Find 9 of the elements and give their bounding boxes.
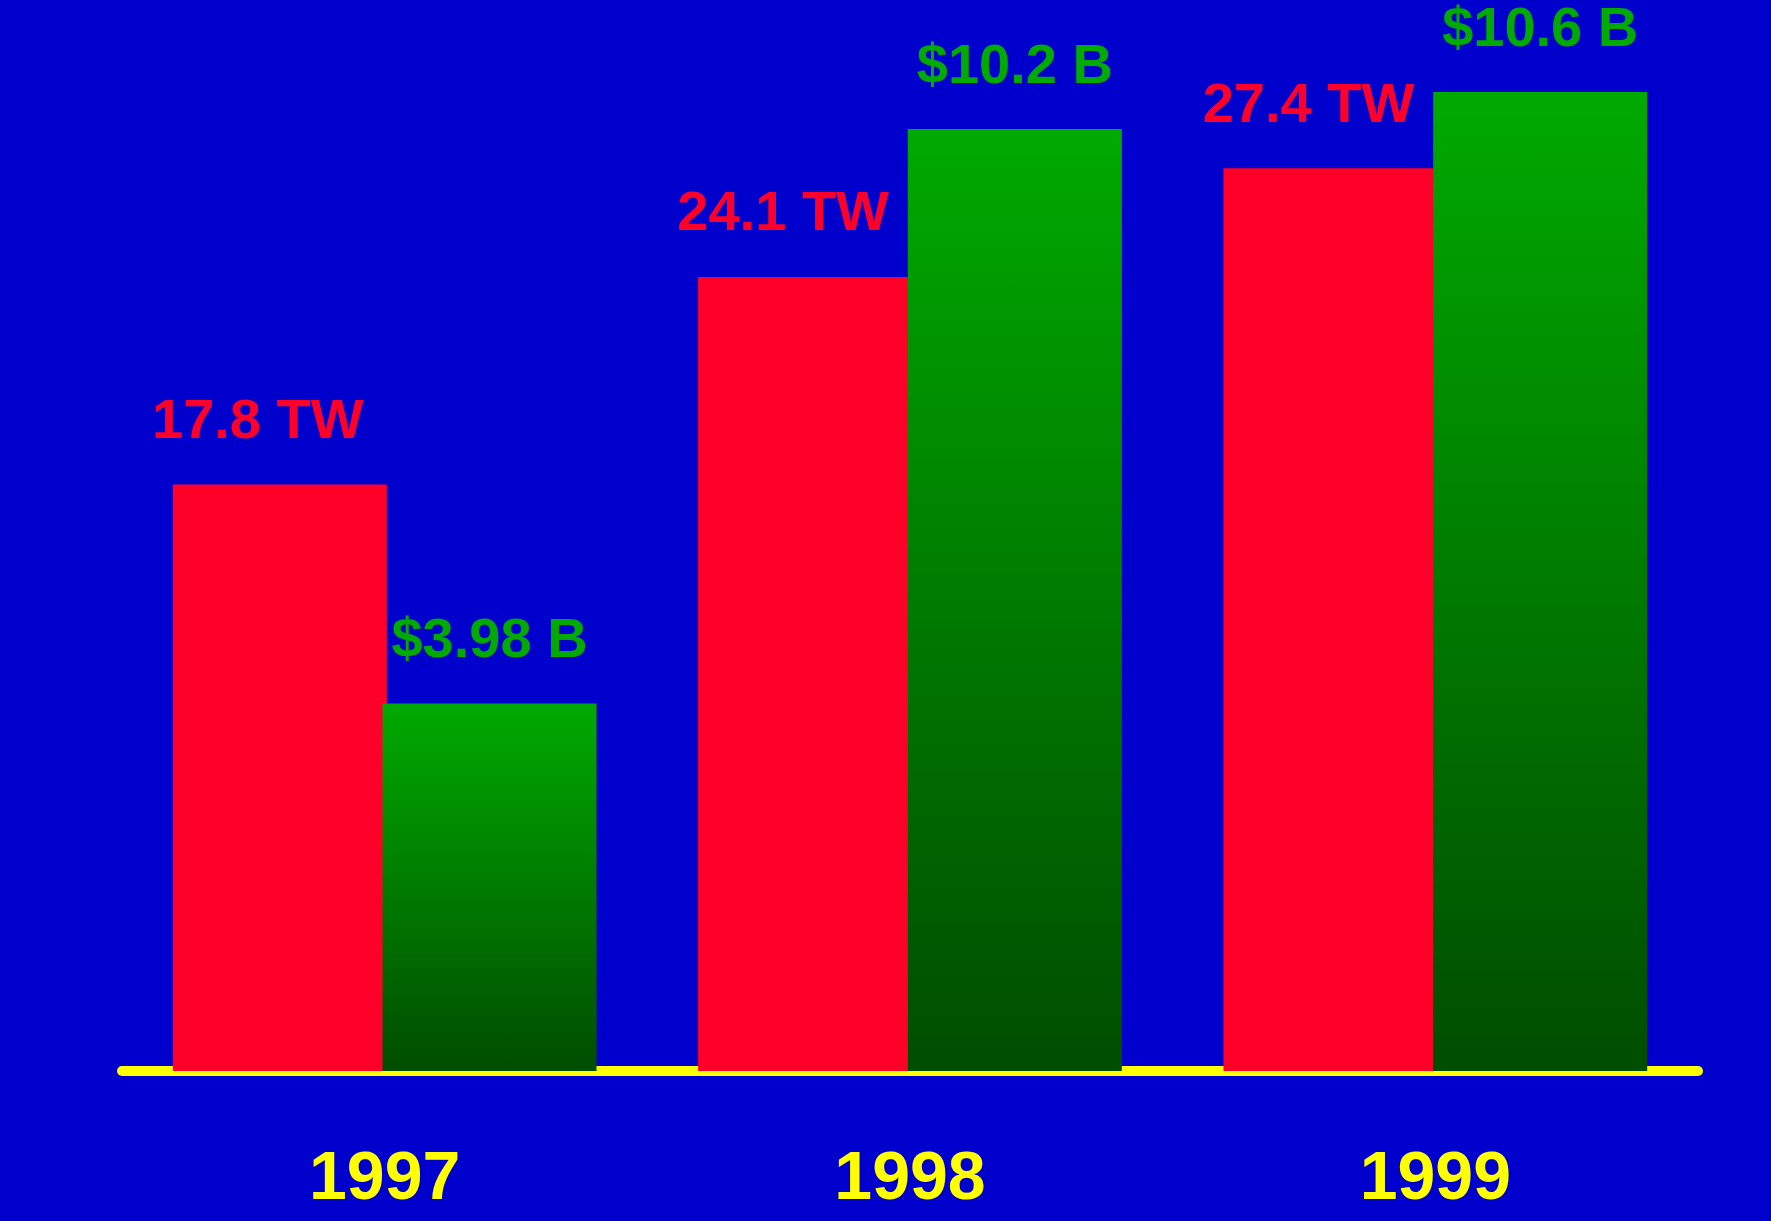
x-tick-label: 1997 [309,1137,461,1213]
data-label: 27.4 TW [1202,70,1415,134]
x-tick-label: 1998 [834,1137,986,1213]
data-label: 24.1 TW [677,179,890,243]
x-tick-label: 1999 [1359,1137,1511,1213]
data-label: 17.8 TW [151,386,364,450]
data-label: $3.98 B [391,605,588,669]
data-label: $10.2 B [916,31,1113,95]
data-label: $10.6 B [1442,0,1639,58]
